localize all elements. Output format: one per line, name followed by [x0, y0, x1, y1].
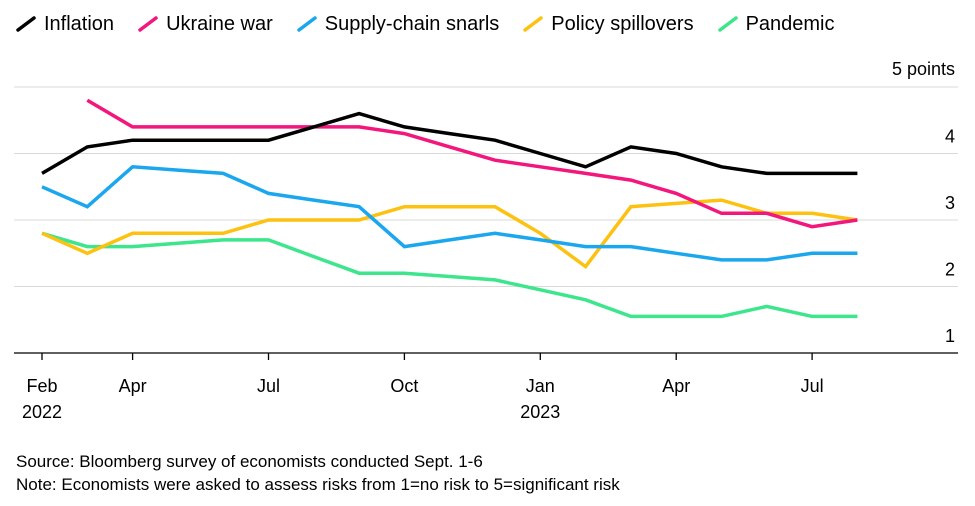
- series-layer: [41, 98, 858, 319]
- series-line-supply-chain-snarls: [41, 165, 858, 262]
- methodology-note: Note: Economists were asked to assess ri…: [16, 475, 620, 494]
- legend-label: Policy spillovers: [551, 12, 694, 35]
- legend-item: Inflation: [14, 13, 114, 36]
- x-tick-label: Jan: [526, 376, 555, 396]
- x-tick-label: Apr: [119, 376, 147, 396]
- y-tick-label: 4: [945, 127, 955, 147]
- legend-label: Ukraine war: [166, 12, 273, 35]
- legend-label: Inflation: [44, 12, 115, 35]
- source-note: Source: Bloomberg survey of economists c…: [16, 452, 483, 471]
- x-tick-label: Feb: [26, 376, 57, 396]
- y-tick-label: 2: [945, 260, 955, 280]
- series-line-inflation: [41, 111, 858, 176]
- y-tick-label: 1: [945, 326, 955, 346]
- x-tick-label: Jul: [257, 376, 280, 396]
- legend-item: Supply-chain snarls: [295, 12, 500, 36]
- series-line-policy-spillovers: [41, 198, 858, 270]
- chart-legend: Inflation Ukraine war Supply-chain snarls P…: [14, 10, 857, 38]
- legend-swatch: [523, 16, 544, 32]
- series-line-ukraine-war: [86, 98, 858, 229]
- legend-label: Pandemic: [745, 12, 835, 35]
- legend-swatch: [138, 16, 158, 32]
- y-unit-label: 5 points: [892, 59, 955, 79]
- y-tick-label: 3: [945, 193, 955, 213]
- legend-label: Supply-chain snarls: [324, 12, 500, 35]
- legend-item: Policy spillovers: [521, 12, 694, 36]
- x-tick-sublabel: 2023: [520, 402, 560, 422]
- x-tick-sublabel: 2022: [22, 402, 62, 422]
- line-chart: 5 points 1 2 3 4 Feb 2022 Apr Jul Oct Jan 2023 Apr Ju…: [14, 59, 958, 422]
- legend-swatch: [297, 16, 317, 32]
- legend-swatch: [16, 16, 36, 32]
- grid-lines: [14, 86, 958, 287]
- x-tick-label: Apr: [662, 376, 690, 396]
- x-tick-label: Oct: [390, 376, 418, 396]
- x-tick-label: Jul: [801, 376, 824, 396]
- series-line-pandemic: [41, 231, 858, 319]
- axes: 5 points 1 2 3 4 Feb 2022 Apr Jul Oct Jan 2023 Apr Ju…: [14, 59, 958, 422]
- legend-swatch: [717, 16, 738, 32]
- legend-item: Ukraine war: [136, 13, 273, 36]
- legend-item: Pandemic: [716, 13, 835, 36]
